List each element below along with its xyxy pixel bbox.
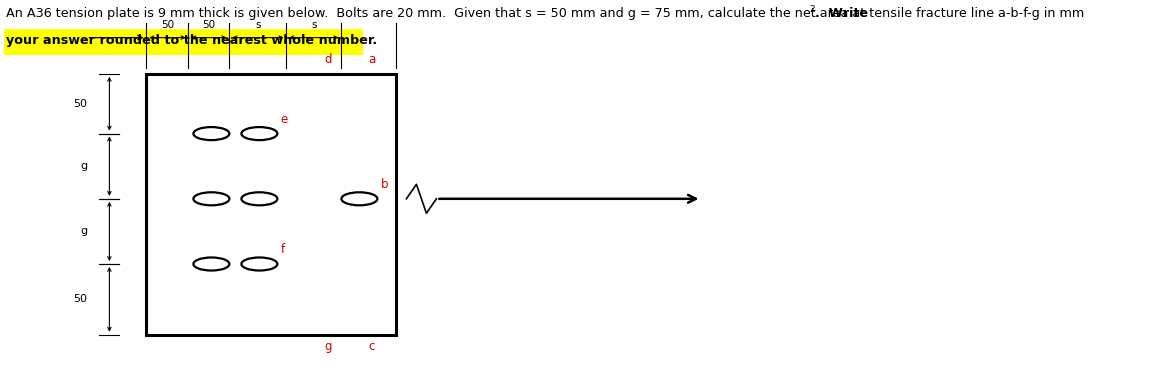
Text: e: e bbox=[281, 113, 288, 126]
Bar bbox=[147, 74, 396, 335]
Text: a: a bbox=[368, 53, 375, 66]
Text: g: g bbox=[80, 161, 87, 171]
Text: .  Write: . Write bbox=[815, 7, 868, 20]
Text: f: f bbox=[281, 243, 284, 256]
Text: b: b bbox=[381, 178, 388, 191]
Text: 2: 2 bbox=[810, 5, 815, 14]
Text: 50: 50 bbox=[202, 20, 215, 30]
Text: g: g bbox=[324, 340, 333, 353]
Text: g: g bbox=[80, 226, 87, 237]
Text: d: d bbox=[324, 53, 333, 66]
Text: 50: 50 bbox=[161, 20, 174, 30]
Text: An A36 tension plate is 9 mm thick is given below.  Bolts are 20 mm.  Given that: An A36 tension plate is 9 mm thick is gi… bbox=[6, 7, 1085, 20]
Text: your answer rounded to the nearest whole number.: your answer rounded to the nearest whole… bbox=[6, 34, 377, 47]
Text: c: c bbox=[368, 340, 375, 353]
Text: 50: 50 bbox=[73, 294, 87, 304]
Text: s: s bbox=[311, 20, 316, 30]
Text: s: s bbox=[255, 20, 261, 30]
Text: 50: 50 bbox=[73, 99, 87, 109]
FancyBboxPatch shape bbox=[5, 28, 363, 55]
